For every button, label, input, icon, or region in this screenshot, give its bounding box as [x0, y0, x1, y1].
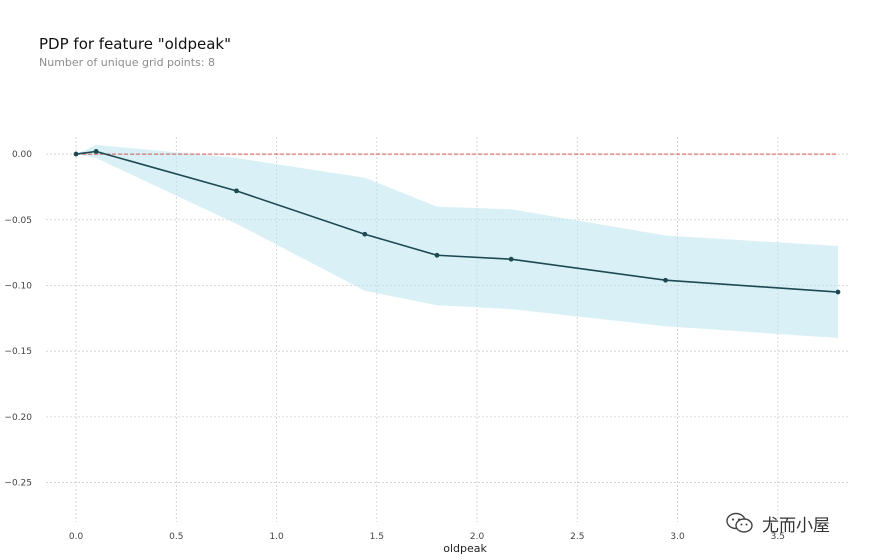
pdp-point — [234, 188, 239, 194]
y-tick-label: −0.20 — [4, 413, 32, 423]
x-tick-label: 0.5 — [169, 532, 183, 542]
y-tick-label: −0.05 — [4, 216, 32, 226]
y-tick-label: −0.10 — [4, 281, 32, 291]
pdp-point — [93, 149, 99, 154]
watermark-text: 尤而小屋 — [762, 515, 830, 536]
x-axis-label: oldpeak — [443, 542, 487, 555]
pdp-points — [73, 149, 841, 295]
x-tick-label: 3.0 — [670, 532, 685, 542]
pdp-series-line — [75, 150, 839, 293]
x-tick-label: 1.0 — [269, 532, 284, 542]
wechat-icon — [726, 512, 753, 533]
chart-subtitle: Number of unique grid points: 8 — [39, 56, 216, 69]
y-axis-ticks: 0.00 −0.05 −0.10 −0.15 −0.20 −0.25 — [4, 150, 32, 488]
y-tick-label: −0.25 — [4, 479, 32, 489]
x-tick-label: 0.0 — [69, 532, 84, 542]
chart-title: PDP for feature "oldpeak" — [39, 35, 232, 53]
y-tick-label: 0.00 — [12, 150, 32, 160]
pdp-point — [434, 252, 440, 258]
pdp-point — [73, 151, 79, 157]
pdp-point — [835, 289, 841, 295]
x-tick-label: 2.5 — [570, 532, 584, 542]
y-tick-label: −0.15 — [4, 347, 32, 357]
x-tick-label: 2.0 — [470, 532, 485, 542]
x-tick-label: 3.5 — [771, 532, 785, 542]
pdp-point — [663, 277, 668, 283]
pdp-point — [362, 231, 368, 237]
confidence-band — [76, 144, 838, 339]
x-axis-ticks: 0.0 0.5 1.0 1.5 2.0 2.5 3.0 3.5 — [69, 532, 785, 542]
x-tick-label: 1.5 — [370, 532, 384, 542]
pdp-point — [508, 256, 514, 262]
watermark: 尤而小屋 — [726, 510, 830, 536]
